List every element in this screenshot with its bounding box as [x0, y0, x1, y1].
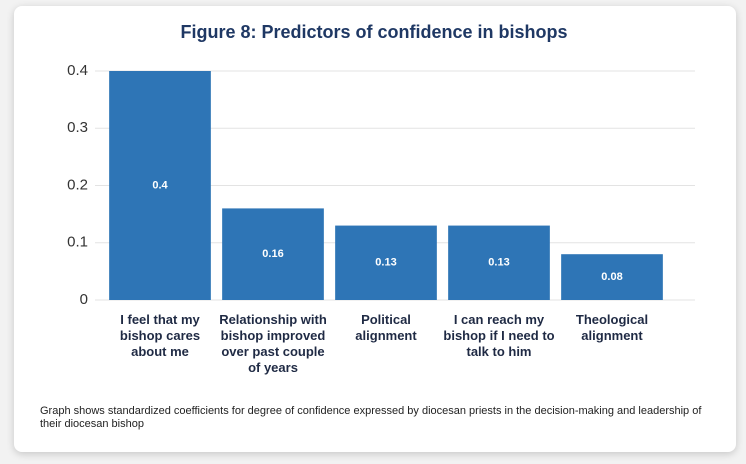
x-tick-label: I can reach my bishop if I need to talk … [443, 312, 555, 359]
bar [109, 71, 211, 300]
y-tick-label: 0.3 [67, 119, 88, 136]
y-tick-label: 0 [80, 291, 88, 308]
bar [448, 225, 550, 300]
bar [561, 254, 663, 300]
y-tick-label: 0.4 [67, 62, 88, 79]
bar [335, 225, 437, 300]
x-tick-label: Theological alignment [575, 312, 649, 343]
x-tick-label: I feel that my bishop cares about me [119, 312, 201, 359]
bar [222, 208, 324, 300]
chart-title: Figure 8: Predictors of confidence in bi… [180, 22, 567, 42]
footnote: Graph shows standardized coefficients fo… [40, 405, 702, 430]
value-label: 0.13 [488, 257, 509, 269]
value-label: 0.08 [601, 271, 622, 283]
x-tick-label: Relationship with bishop improved over p… [219, 312, 327, 375]
y-tick-label: 0.1 [67, 234, 88, 251]
value-label: 0.13 [375, 257, 396, 269]
x-tick-label: Political alignment [355, 312, 417, 343]
value-label: 0.16 [262, 248, 283, 260]
y-tick-label: 0.2 [67, 176, 88, 193]
value-label: 0.4 [152, 179, 168, 191]
